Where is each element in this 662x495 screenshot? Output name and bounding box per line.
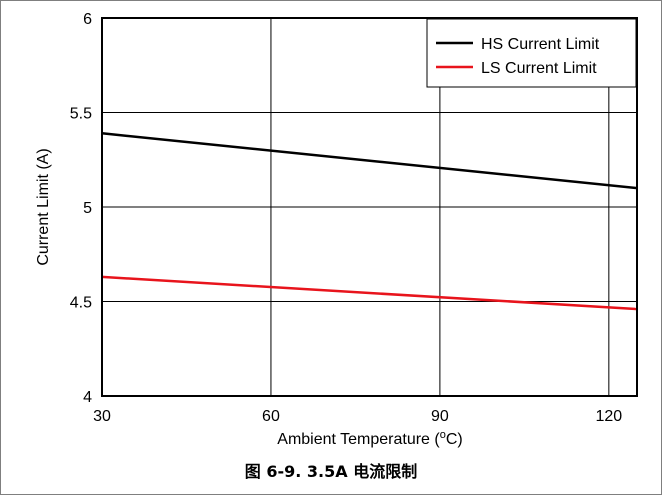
y-tick-label: 5.5 [70,106,92,123]
legend: HS Current Limit LS Current Limit [426,18,637,88]
y-tick-label: 6 [83,11,92,28]
y-tick-labels: 4 4.5 5 5.5 6 [70,11,92,406]
x-tick-label: 120 [595,408,622,425]
current-limit-chart: 30 60 90 120 4 4.5 5 5.5 6 Ambient Temperature … [35,11,638,448]
x-axis-label: Ambient Temperature (oC) [277,429,462,448]
x-axis-label-unit: C) [446,431,463,448]
x-tick-labels: 30 60 90 120 [93,408,622,425]
series-line [101,132,638,190]
y-tick-label: 4.5 [70,295,92,312]
series-line [101,275,638,311]
x-tick-label: 90 [431,408,449,425]
y-tick-label: 5 [83,200,92,217]
plot-area-border [101,17,638,397]
y-tick-label: 4 [83,389,92,406]
y-axis-label: Current Limit (A) [35,148,52,265]
series-lines [101,132,638,311]
x-tick-label: 30 [93,408,111,425]
figure-caption: 图 6-9. 3.5A 电流限制 [244,462,418,481]
legend-entry: LS Current Limit [481,60,597,77]
x-axis-label-main: Ambient Temperature ( [277,431,440,448]
x-axis-label-superscript: o [440,429,446,441]
legend-box [426,18,637,88]
legend-entry: HS Current Limit [481,36,600,53]
x-tick-label: 60 [262,408,280,425]
